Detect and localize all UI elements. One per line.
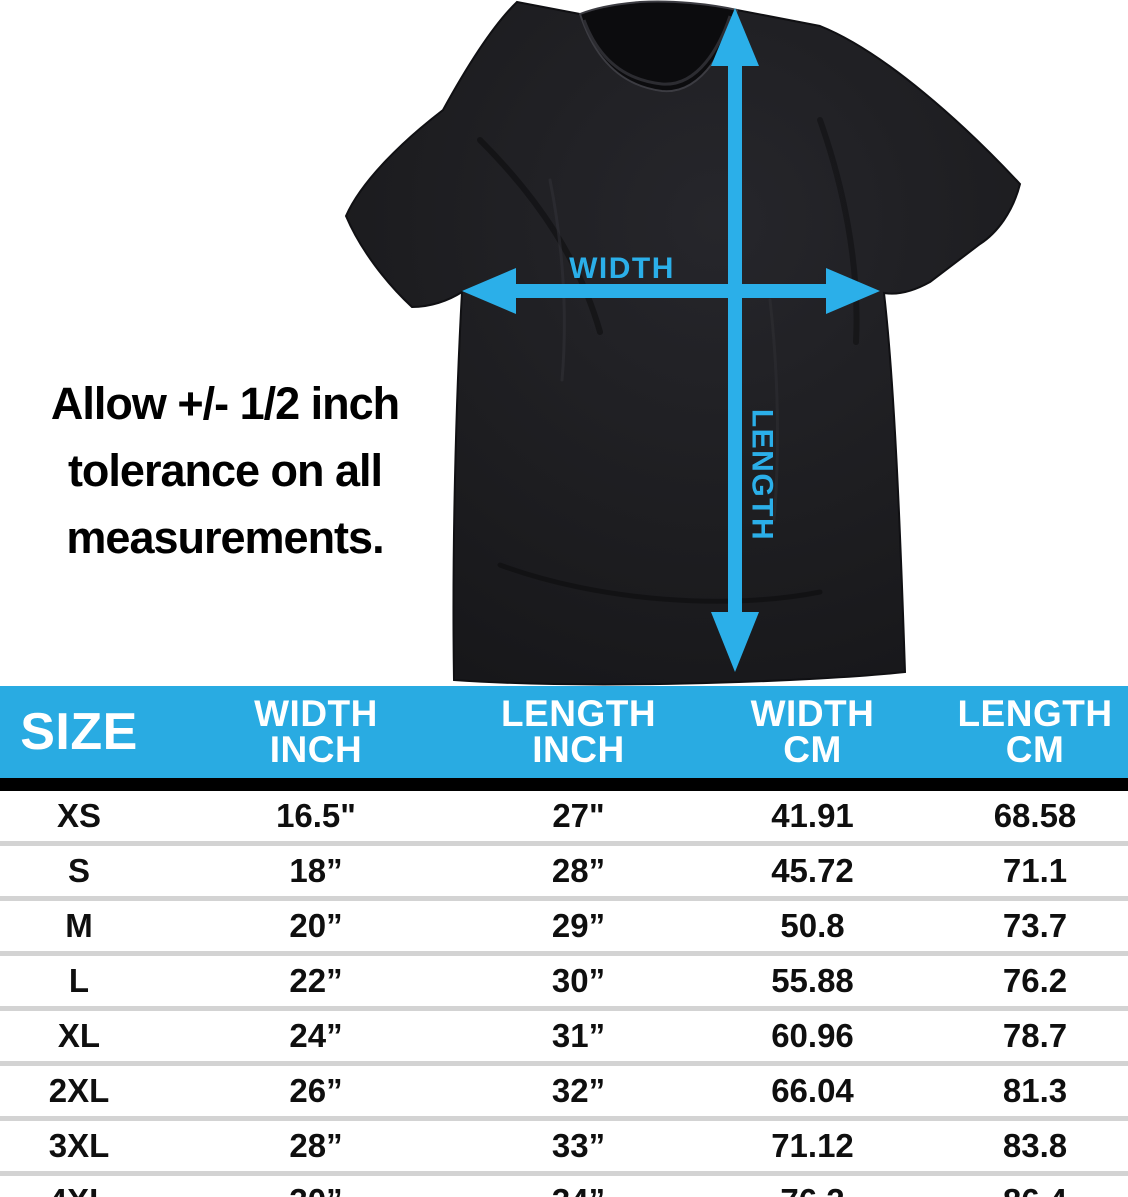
width-inch-cell: 16.5" xyxy=(158,784,474,844)
tshirt-body xyxy=(344,0,1022,686)
size-cell: XL xyxy=(0,1006,158,1064)
width-arrow xyxy=(462,268,880,314)
size-table: SIZE WIDTH INCH LENGTH INCH WIDTH CM xyxy=(0,686,1128,1197)
length-cm-cell: 83.8 xyxy=(942,1116,1128,1174)
fabric-wrinkles xyxy=(477,117,860,604)
size-row-l: L 22” 30” 55.88 76.2 xyxy=(0,951,1128,1009)
size-cell: XS xyxy=(0,784,158,844)
length-arrow xyxy=(711,8,759,672)
width-arrow-label: WIDTH xyxy=(569,252,675,285)
size-cell: M xyxy=(0,896,158,954)
width-cm-cell: 41.91 xyxy=(683,784,942,844)
length-inch-cell: 34” xyxy=(474,1171,683,1197)
width-cm-cell: 50.8 xyxy=(683,896,942,954)
column-header-width-inch: WIDTH INCH xyxy=(158,686,474,791)
size-cell: L xyxy=(0,951,158,1009)
length-inch-cell: 32” xyxy=(474,1061,683,1119)
length-inch-cell: 27" xyxy=(474,784,683,844)
column-header-length-cm: LENGTH CM xyxy=(942,686,1128,791)
length-inch-cell: 33” xyxy=(474,1116,683,1174)
tolerance-line: measurements. xyxy=(66,512,384,563)
width-cm-cell: 45.72 xyxy=(683,841,942,899)
size-row-4xl: 4XL 30” 34” 76.2 86.4 xyxy=(0,1171,1128,1197)
tolerance-line: tolerance on all xyxy=(67,445,383,496)
width-inch-cell: 22” xyxy=(158,951,474,1009)
tolerance-note: Allow +/- 1/2 inch tolerance on all meas… xyxy=(0,370,450,571)
length-cm-cell: 86.4 xyxy=(942,1171,1128,1197)
width-inch-cell: 28” xyxy=(158,1116,474,1174)
column-header-width-cm: WIDTH CM xyxy=(683,686,942,791)
width-inch-cell: 26” xyxy=(158,1061,474,1119)
length-inch-cell: 31” xyxy=(474,1006,683,1064)
size-row-3xl: 3XL 28” 33” 71.12 83.8 xyxy=(0,1116,1128,1174)
width-inch-cell: 24” xyxy=(158,1006,474,1064)
width-inch-cell: 30” xyxy=(158,1171,474,1197)
length-cm-cell: 73.7 xyxy=(942,896,1128,954)
length-cm-cell: 68.58 xyxy=(942,784,1128,844)
size-table-section: SIZE WIDTH INCH LENGTH INCH WIDTH CM xyxy=(0,686,1128,1197)
collar-rib xyxy=(582,15,732,86)
length-inch-cell: 28” xyxy=(474,841,683,899)
length-cm-cell: 76.2 xyxy=(942,951,1128,1009)
size-row-2xl: 2XL 26” 32” 66.04 81.3 xyxy=(0,1061,1128,1119)
column-header-length-inch: LENGTH INCH xyxy=(474,686,683,791)
width-inch-cell: 20” xyxy=(158,896,474,954)
size-cell: S xyxy=(0,841,158,899)
length-inch-cell: 29” xyxy=(474,896,683,954)
length-cm-cell: 81.3 xyxy=(942,1061,1128,1119)
size-row-xs: XS 16.5" 27" 41.91 68.58 xyxy=(0,784,1128,844)
width-cm-cell: 71.12 xyxy=(683,1116,942,1174)
size-table-header-row: SIZE WIDTH INCH LENGTH INCH WIDTH CM xyxy=(0,686,1128,791)
width-cm-cell: 55.88 xyxy=(683,951,942,1009)
size-row-m: M 20” 29” 50.8 73.7 xyxy=(0,896,1128,954)
length-cm-cell: 78.7 xyxy=(942,1006,1128,1064)
size-cell: 3XL xyxy=(0,1116,158,1174)
length-arrow-label: LENGTH xyxy=(746,409,779,541)
size-cell: 2XL xyxy=(0,1061,158,1119)
column-header-size: SIZE xyxy=(0,686,158,791)
size-row-s: S 18” 28” 45.72 71.1 xyxy=(0,841,1128,899)
size-row-xl: XL 24” 31” 60.96 78.7 xyxy=(0,1006,1128,1064)
tshirt-measurement-diagram: WIDTH LENGTH xyxy=(344,0,1022,686)
width-cm-cell: 76.2 xyxy=(683,1171,942,1197)
width-cm-cell: 66.04 xyxy=(683,1061,942,1119)
tolerance-line: Allow +/- 1/2 inch xyxy=(50,378,400,429)
length-cm-cell: 71.1 xyxy=(942,841,1128,899)
length-inch-cell: 30” xyxy=(474,951,683,1009)
size-cell: 4XL xyxy=(0,1171,158,1197)
width-cm-cell: 60.96 xyxy=(683,1006,942,1064)
width-inch-cell: 18” xyxy=(158,841,474,899)
